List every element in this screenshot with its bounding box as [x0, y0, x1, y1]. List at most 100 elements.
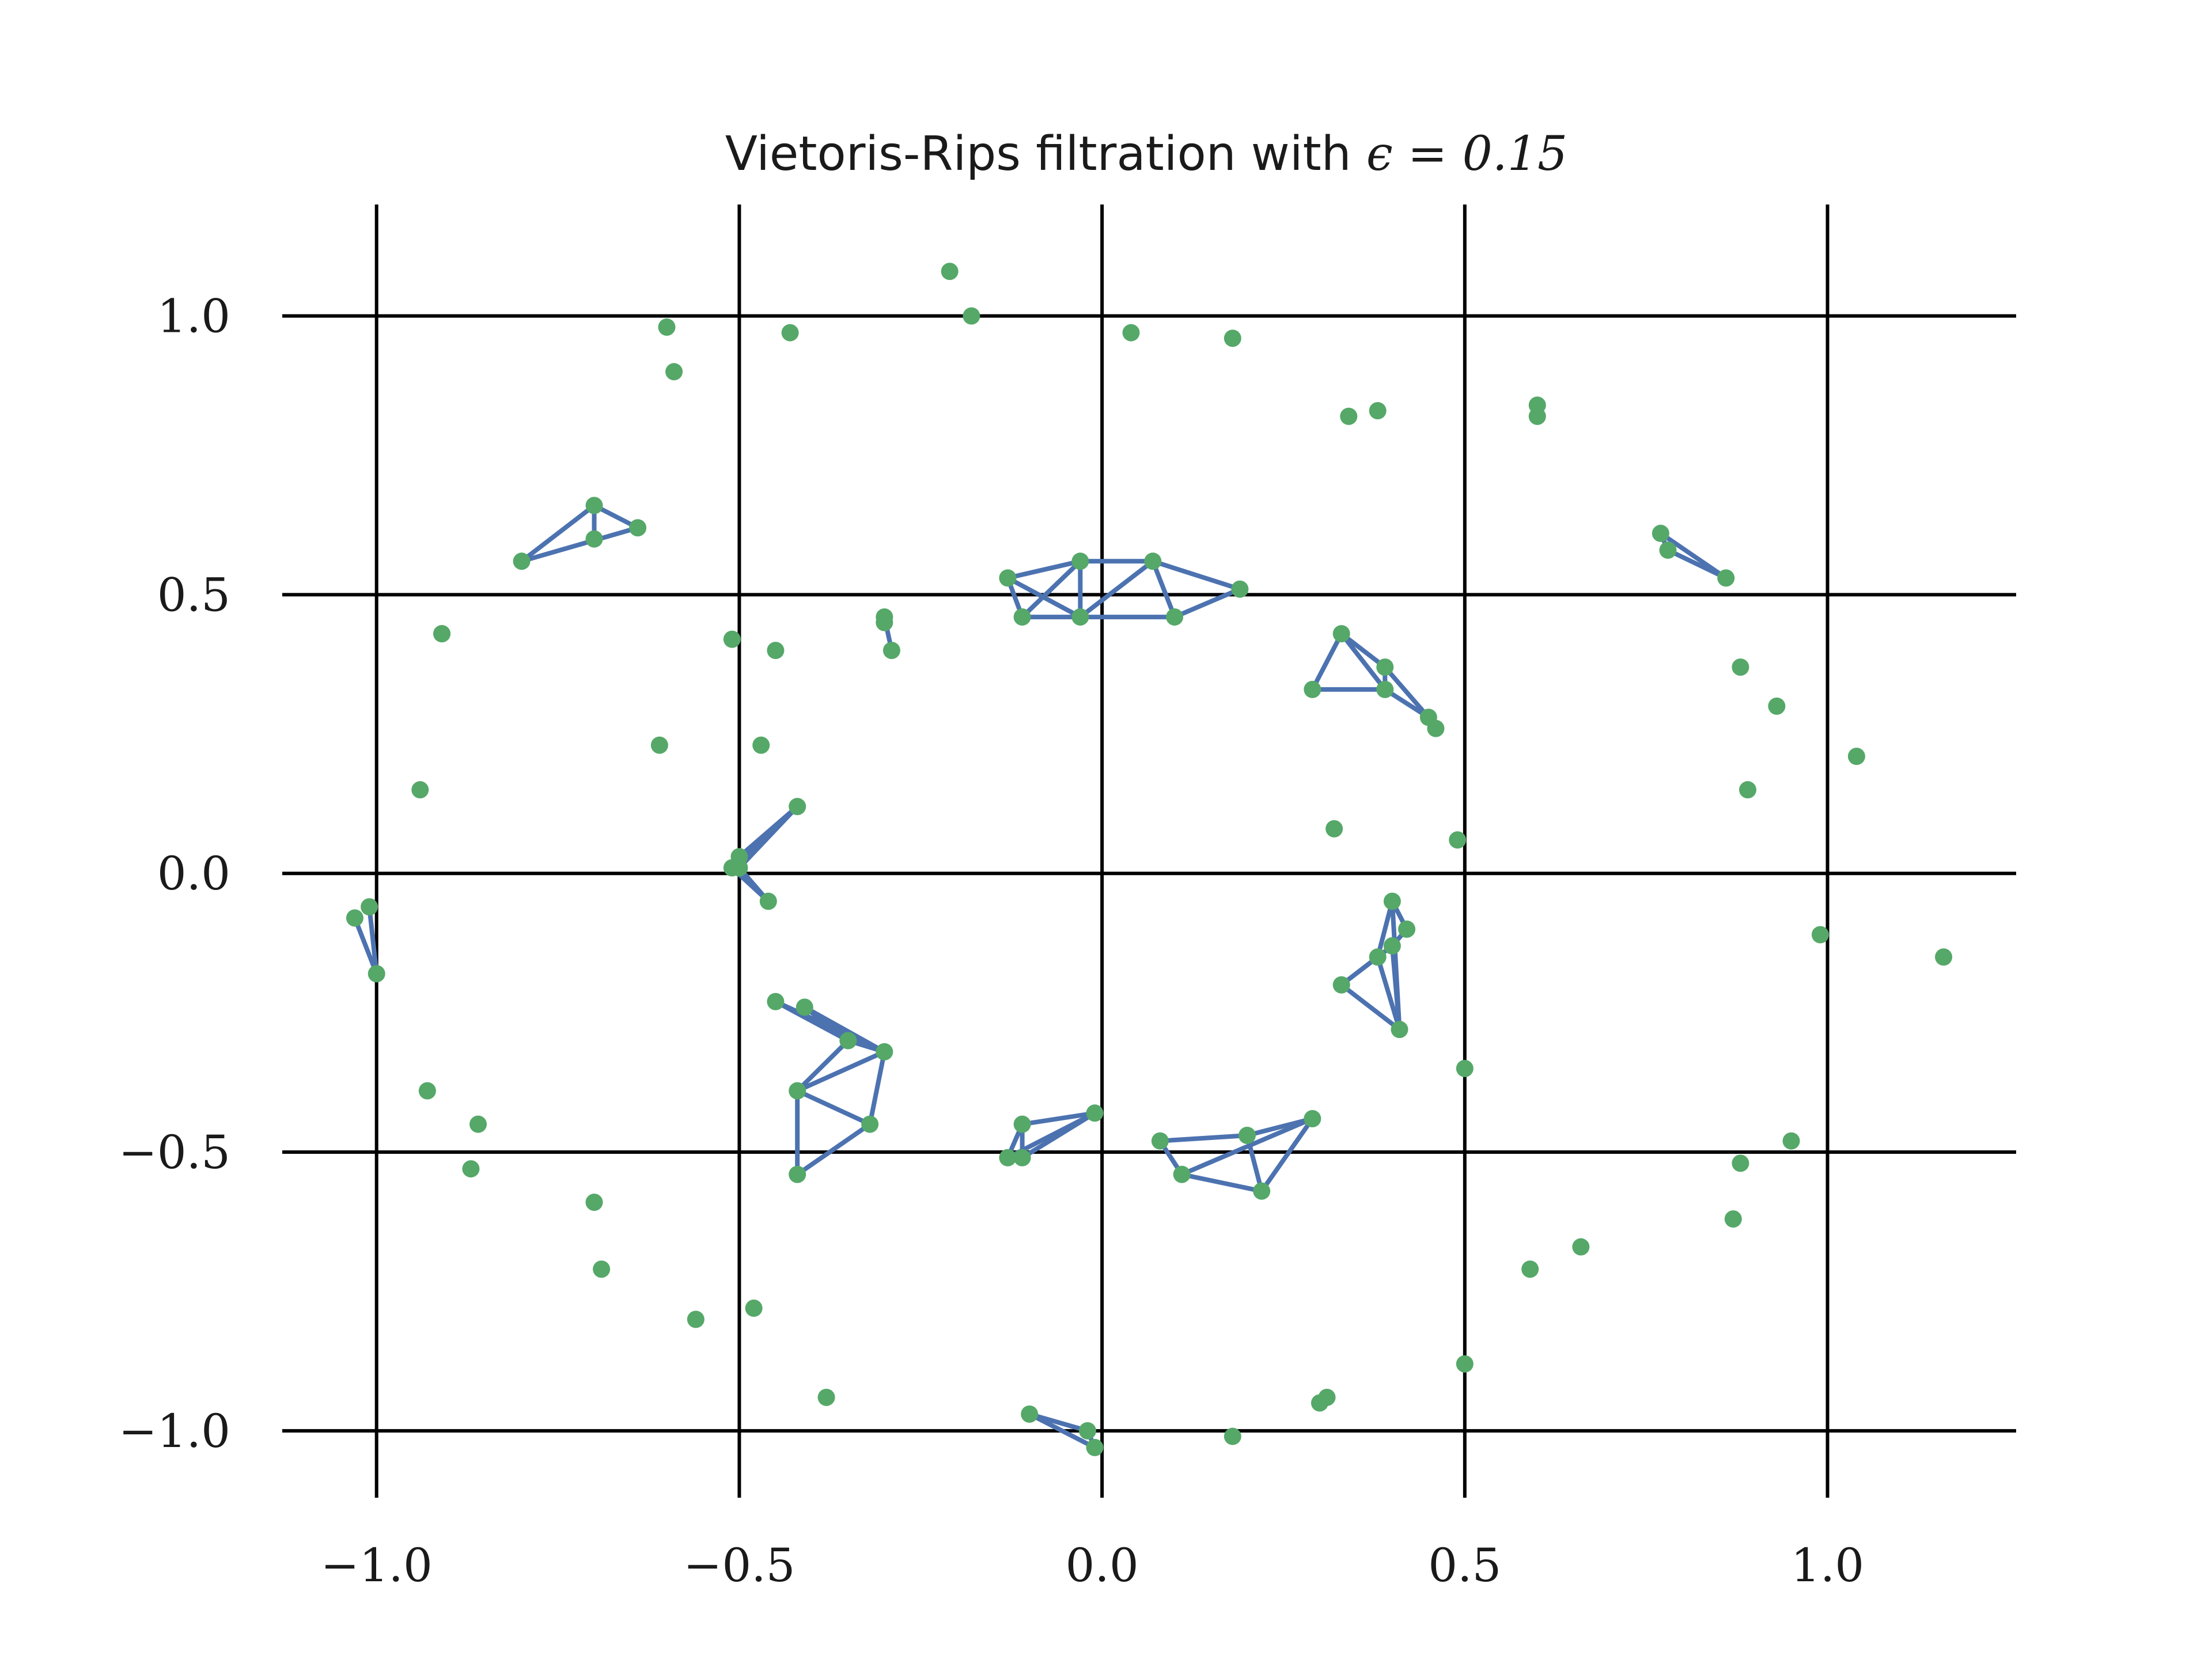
data-point — [1224, 1427, 1241, 1445]
data-point — [1521, 1260, 1539, 1278]
data-point — [1383, 892, 1401, 910]
data-point — [1739, 781, 1757, 799]
data-point — [1144, 552, 1162, 570]
simplex-edge — [1179, 1172, 1264, 1194]
data-point — [1811, 926, 1829, 944]
y-tick-label: 0.5 — [157, 568, 230, 622]
data-point — [1391, 1021, 1408, 1039]
data-point — [1304, 680, 1321, 698]
data-point — [658, 318, 676, 336]
data-point — [1086, 1438, 1104, 1456]
data-point — [1652, 524, 1669, 542]
simplex-edge — [1339, 631, 1388, 692]
simplex-edge — [802, 1005, 851, 1043]
data-point — [593, 1260, 611, 1278]
data-point — [723, 859, 741, 877]
data-point — [861, 1115, 879, 1133]
simplex-edge — [1005, 559, 1083, 581]
y-tick-label: 1.0 — [157, 290, 230, 343]
data-point — [1078, 1422, 1096, 1440]
x-tick-label: −1.0 — [321, 1539, 433, 1592]
simplex-edge — [519, 503, 597, 564]
data-point — [1427, 719, 1445, 737]
data-point — [1071, 552, 1089, 570]
data-point — [1122, 324, 1140, 342]
data-point — [1325, 820, 1343, 838]
data-point — [999, 1149, 1017, 1166]
simplex-edge — [1020, 1111, 1097, 1160]
simplex-edge — [795, 1088, 873, 1127]
data-point — [1086, 1104, 1104, 1122]
data-point — [1013, 1115, 1031, 1133]
data-point — [876, 613, 893, 631]
point-layer — [346, 263, 1953, 1456]
data-point — [876, 1043, 893, 1060]
data-point — [368, 965, 385, 983]
simplex-edge — [1020, 559, 1083, 620]
data-point — [767, 993, 785, 1010]
data-point — [1231, 580, 1249, 598]
data-point — [759, 892, 777, 910]
data-point — [411, 781, 429, 799]
simplex-edge — [868, 1049, 887, 1127]
simplex-edge — [1157, 1133, 1250, 1143]
data-point — [1238, 1127, 1256, 1145]
data-point — [1528, 407, 1546, 425]
data-point — [1021, 1405, 1039, 1423]
data-point — [1304, 1109, 1321, 1127]
data-point — [1071, 608, 1089, 626]
data-point — [839, 1032, 857, 1050]
data-point — [1935, 948, 1953, 966]
y-tick-label: −0.5 — [119, 1126, 230, 1179]
data-point — [789, 1082, 806, 1100]
data-point — [1456, 1059, 1474, 1077]
y-tick-labels: −1.0 −0.5 0.0 0.5 1.0 — [119, 290, 230, 1458]
data-point — [1013, 1149, 1031, 1166]
data-point — [1369, 948, 1387, 966]
data-point — [418, 1082, 436, 1100]
data-point — [1376, 658, 1394, 676]
data-point — [1332, 625, 1350, 643]
x-tick-label: 0.5 — [1428, 1539, 1501, 1592]
data-point — [1572, 1238, 1590, 1256]
data-point — [1332, 976, 1350, 994]
data-point — [767, 642, 785, 660]
data-point — [585, 530, 603, 548]
data-point — [1732, 658, 1749, 676]
chart-title-math: ϵ = 0.15 — [1366, 127, 1567, 181]
y-tick-label: −1.0 — [119, 1404, 230, 1458]
data-point — [789, 798, 806, 816]
data-point — [796, 998, 813, 1016]
simplex-edge — [352, 915, 379, 976]
data-point — [1732, 1154, 1749, 1172]
simplex-edge — [1020, 1111, 1097, 1127]
simplex-edge — [795, 1038, 851, 1093]
simplex-edge — [1375, 955, 1402, 1032]
data-point — [1318, 1388, 1336, 1406]
x-tick-labels: −1.0 −0.5 0.0 0.5 1.0 — [321, 1539, 1865, 1592]
data-point — [882, 642, 900, 660]
edge-layer — [352, 503, 1729, 1450]
data-point — [1151, 1132, 1169, 1150]
simplex-edge — [1172, 586, 1243, 620]
data-point — [687, 1310, 704, 1328]
data-point — [1253, 1182, 1271, 1200]
chart-title: Vietoris-Rips filtration with ϵ = 0.15 — [725, 127, 1567, 181]
data-point — [752, 736, 770, 754]
data-point — [745, 1299, 763, 1317]
data-point — [1340, 407, 1358, 425]
simplex-edge — [1078, 559, 1156, 620]
data-point — [723, 630, 741, 648]
data-point — [585, 497, 603, 514]
simplex-edge — [1382, 665, 1431, 720]
data-point — [999, 569, 1017, 587]
data-point — [1369, 402, 1387, 420]
x-tick-label: −0.5 — [683, 1539, 795, 1592]
data-point — [1013, 608, 1031, 626]
data-point — [433, 625, 451, 643]
data-point — [1847, 747, 1865, 765]
chart-title-text: Vietoris-Rips filtration with — [725, 127, 1366, 181]
data-point — [650, 736, 668, 754]
simplex-edge — [1375, 899, 1395, 960]
